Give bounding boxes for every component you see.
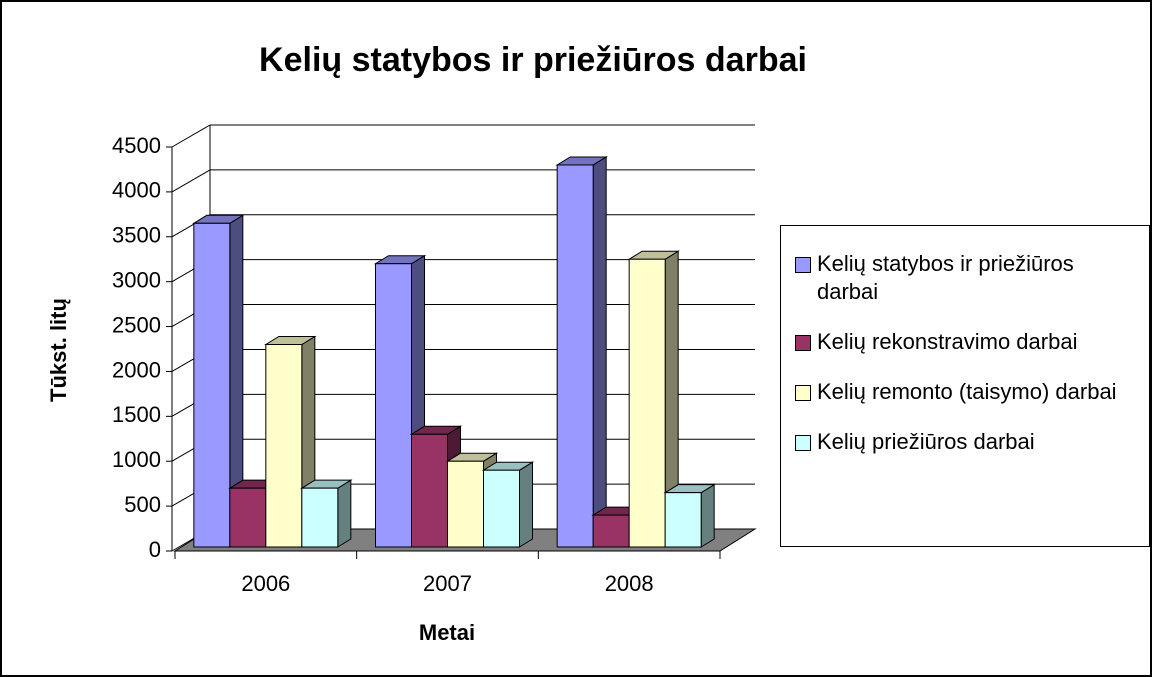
bar-front (447, 460, 484, 548)
bar-side (337, 479, 352, 548)
bar-front (411, 433, 448, 548)
legend-item: Kelių rekonstravimo darbai (795, 328, 1141, 356)
bar-front (229, 487, 267, 548)
y-tick-label: 2000 (112, 357, 161, 382)
y-tick-label: 4000 (112, 178, 161, 203)
bar-front (628, 258, 666, 548)
bar (192, 214, 245, 548)
legend-item: Kelių remonto (taisymo) darbai (795, 378, 1141, 406)
bar-side (519, 461, 533, 548)
y-tick-label: 0 (149, 537, 161, 562)
bar (627, 250, 680, 548)
side-grid-line (171, 124, 211, 148)
y-tick-label: 500 (124, 492, 161, 517)
chart-title: Kelių statybos ir priežiūros darbai (259, 41, 807, 79)
legend-label: Kelių rekonstravimo darbai (817, 329, 1078, 354)
side-grid-line (171, 169, 211, 193)
x-axis-label: Metai (419, 620, 475, 645)
legend-swatch (795, 257, 811, 273)
x-tick-label: 2007 (423, 571, 472, 596)
bar-front (301, 487, 339, 548)
y-tick-label: 2500 (112, 312, 161, 337)
bar-front (265, 344, 303, 548)
legend-label: Kelių statybos ir priežiūros darbai (817, 251, 1074, 304)
bar (663, 483, 716, 548)
bar-front (592, 514, 630, 548)
legend-label: Kelių remonto (taisymo) darbai (817, 379, 1117, 404)
legend-swatch (795, 435, 811, 451)
y-tick-label: 4500 (112, 133, 161, 158)
y-tick-label: 3000 (112, 267, 161, 292)
y-axis-label: Tūkst. litų (46, 298, 71, 402)
bar (481, 461, 535, 548)
y-tick-label: 1000 (112, 447, 161, 472)
legend-label: Kelių priežiūros darbai (817, 429, 1035, 454)
y-tick-label: 3500 (112, 223, 161, 248)
y-tick-label: 1500 (112, 402, 161, 427)
legend: Kelių statybos ir priežiūros darbai Kelių… (780, 225, 1150, 547)
legend-item: Kelių statybos ir priežiūros darbai (795, 250, 1141, 306)
bar (300, 479, 353, 548)
bar-side (700, 483, 715, 548)
bar (555, 156, 608, 548)
bar-side (592, 156, 607, 548)
bar-front (193, 222, 231, 548)
bar-front (556, 164, 594, 548)
bar-front (483, 469, 520, 548)
bar-front (664, 492, 702, 548)
legend-item: Kelių priežiūros darbai (795, 428, 1141, 456)
legend-swatch (795, 335, 811, 351)
bar-front (375, 263, 412, 548)
x-tick-label: 2008 (605, 571, 654, 596)
legend-swatch (795, 385, 811, 401)
x-tick-label: 2006 (241, 571, 290, 596)
